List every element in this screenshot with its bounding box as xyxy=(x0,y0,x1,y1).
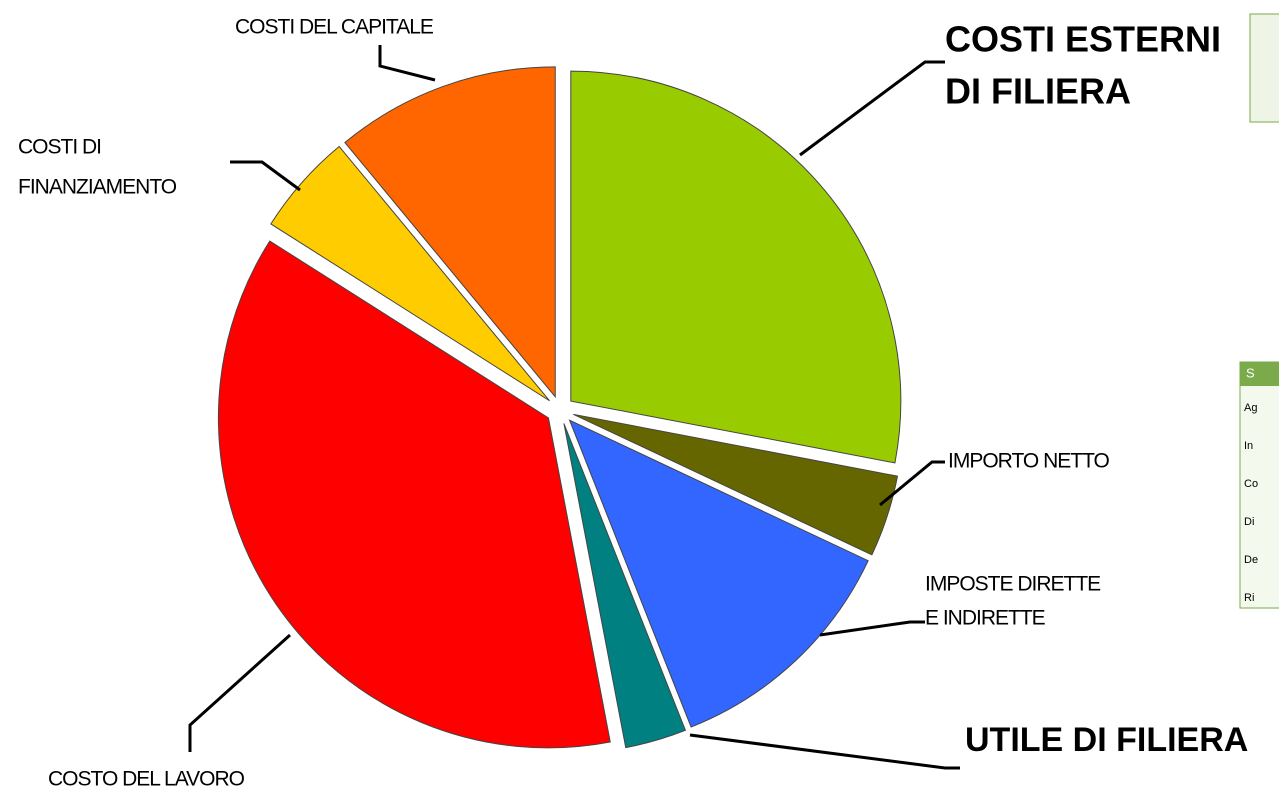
leader-line xyxy=(879,460,945,507)
leader-line xyxy=(799,60,945,157)
slice-label: DI FILIERA xyxy=(945,71,1131,112)
leader-line xyxy=(819,620,925,637)
slice-label: E INDIRETTE xyxy=(925,607,1046,630)
side-header: S xyxy=(1246,365,1255,380)
pie-slice xyxy=(563,423,687,749)
pie-slice xyxy=(570,70,902,464)
pie-slice xyxy=(573,413,899,556)
side-row: Ri xyxy=(1244,592,1254,604)
pie-slice xyxy=(344,66,556,399)
leader-line xyxy=(689,733,960,770)
side-box-top xyxy=(1249,13,1279,123)
side-box-header xyxy=(1240,362,1279,386)
slice-label: FINANZIAMENTO xyxy=(18,176,177,199)
pie-slice xyxy=(568,419,869,728)
side-row: In xyxy=(1244,440,1253,452)
side-row: Di xyxy=(1244,516,1254,528)
leader-line xyxy=(188,633,292,752)
pie-slice xyxy=(217,240,611,749)
pie-slice xyxy=(270,145,550,402)
slice-label: COSTI DI xyxy=(18,136,101,159)
side-row: De xyxy=(1244,554,1258,566)
slice-label: IMPOSTE DIRETTE xyxy=(925,573,1101,596)
side-box xyxy=(1239,361,1279,609)
side-row: Ag xyxy=(1244,402,1257,414)
slice-label: UTILE DI FILIERA xyxy=(965,721,1248,759)
slice-label: COSTO DEL LAVORO xyxy=(48,768,245,791)
leader-line xyxy=(230,160,301,192)
leader-line xyxy=(378,45,436,82)
side-row: Co xyxy=(1244,478,1258,490)
slice-label: COSTI ESTERNI xyxy=(945,19,1221,60)
slice-label: COSTI DEL CAPITALE xyxy=(235,16,434,39)
slice-label: IMPORTO NETTO xyxy=(948,450,1110,473)
